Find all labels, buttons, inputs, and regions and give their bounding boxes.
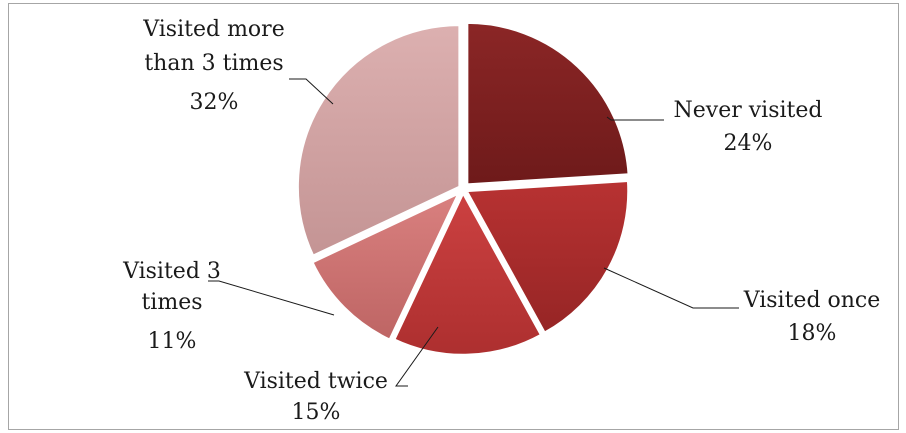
leader-line-visited-more-than-3-times [289, 78, 334, 105]
data-label-name-visited-twice: Visited twice [243, 369, 388, 394]
data-label-name-visited-3-times: times [141, 290, 202, 315]
leader-line-visited-once [603, 267, 739, 309]
pie-slice-visited-twice [392, 190, 543, 357]
data-label-value-never-visited: 24% [724, 131, 773, 156]
data-label-value-visited-more-than-3-times: 32% [190, 90, 239, 115]
data-label-name-visited-more-than-3-times: Visited more [142, 17, 284, 42]
data-label-name-visited-3-times: Visited 3 [122, 259, 221, 284]
data-label-value-visited-twice: 15% [292, 400, 341, 425]
data-label-name-never-visited: Never visited [674, 98, 823, 123]
leader-line-visited-3-times [208, 280, 335, 316]
pie-slice-visited-more-than-3-times [296, 23, 461, 258]
pie-slice-never-visited [465, 21, 631, 186]
data-label-value-visited-3-times: 11% [148, 329, 197, 354]
data-label-value-visited-once: 18% [788, 321, 837, 346]
pie-slice-visited-3-times [310, 190, 462, 342]
data-label-name-visited-more-than-3-times: than 3 times [144, 51, 283, 76]
leader-line-visited-twice [395, 326, 439, 387]
pie-slice-visited-once [464, 179, 630, 335]
leader-line-never-visited [606, 116, 664, 121]
data-label-name-visited-once: Visited once [743, 288, 881, 313]
